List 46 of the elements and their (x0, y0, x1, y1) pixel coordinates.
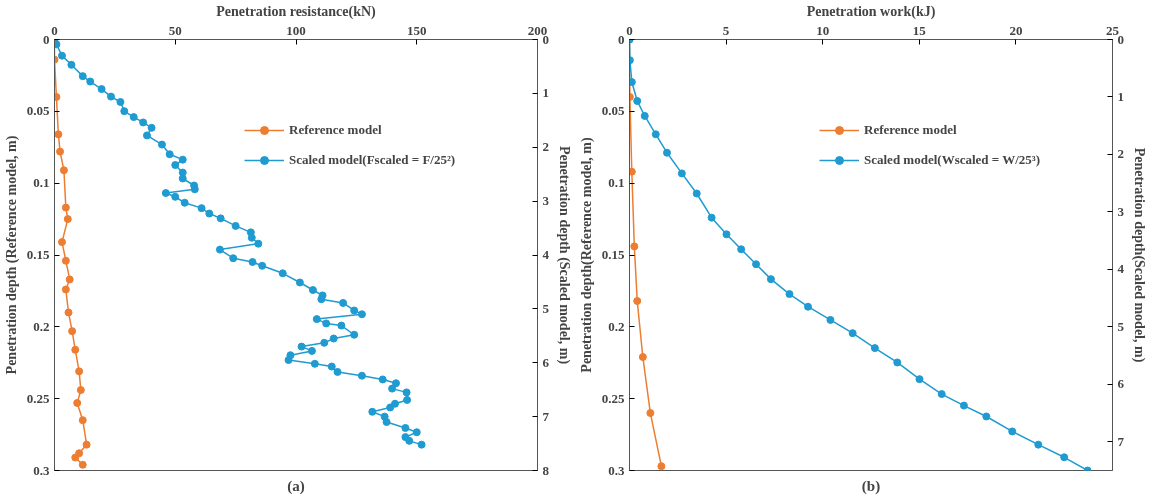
y-tick-label: 0.3 (33, 462, 50, 478)
y-tick-label: 0.15 (26, 247, 50, 262)
y2-tick-label: 1 (1117, 88, 1124, 104)
y-tick-label: 0.25 (601, 390, 625, 406)
legend-label: Reference model (289, 122, 382, 138)
y-axis-title: Penetration depth(Reference model, m) (578, 136, 595, 373)
x-tick-label: 10 (816, 22, 830, 38)
y-tick-label: 0.25 (26, 390, 50, 406)
x-tick-label: 50 (168, 22, 182, 38)
x-tick-label: 150 (407, 22, 427, 38)
y2-tick-label: 8 (542, 462, 550, 478)
legend-label: Scaled model(Wscaled = W/25³) (864, 152, 1041, 168)
y-axis-title: Penetration depth (Reference model, m) (3, 135, 20, 375)
y2-tick-label: 6 (1117, 376, 1125, 392)
y2-tick-label: 3 (1117, 203, 1125, 219)
y-tick-label: 0.2 (608, 318, 625, 334)
y-tick-label: 0.05 (26, 103, 50, 119)
y2-tick-label: 6 (542, 354, 550, 370)
y-tick-label: 0.2 (33, 318, 50, 334)
y-tick-label: 0.15 (601, 247, 625, 262)
y2-tick-label: 4 (542, 247, 550, 262)
x-tick-label: 5 (722, 22, 730, 38)
y2-tick-label: 2 (542, 139, 549, 155)
y2-tick-label: 5 (1117, 318, 1125, 334)
legend-label: Scaled model(Fscaled = F/25²) (289, 152, 456, 168)
y-tick-label: 0.3 (608, 462, 625, 478)
y-tick-label: 0.05 (601, 103, 625, 119)
y2-tick-label: 4 (1117, 261, 1125, 277)
text: (b) (861, 477, 881, 495)
y2-tick-label: 7 (1117, 433, 1125, 449)
text: (a) (287, 477, 305, 495)
y2-tick-label: 3 (542, 193, 550, 209)
y-tick-label: 0.1 (608, 175, 625, 191)
y2-tick-label: 1 (542, 85, 549, 101)
y-tick-label: 0.1 (33, 175, 50, 191)
x-tick-label: 100 (286, 22, 306, 38)
x-axis-title: Penetration work(kJ) (806, 3, 936, 20)
y2-axis-title: Penetration depth(Scaled model, m) (1131, 147, 1147, 363)
legend-label: Reference model (864, 122, 957, 138)
y2-tick-label: 7 (542, 408, 550, 424)
y2-tick-label: 5 (542, 300, 550, 316)
y2-axis-title: Penetration depth (Scaled model, m) (556, 145, 572, 365)
x-tick-label: 20 (1009, 22, 1023, 38)
x-tick-label: 15 (912, 22, 927, 38)
x-axis-title: Penetration resistance(kN) (216, 3, 377, 20)
y2-tick-label: 2 (1117, 146, 1124, 162)
